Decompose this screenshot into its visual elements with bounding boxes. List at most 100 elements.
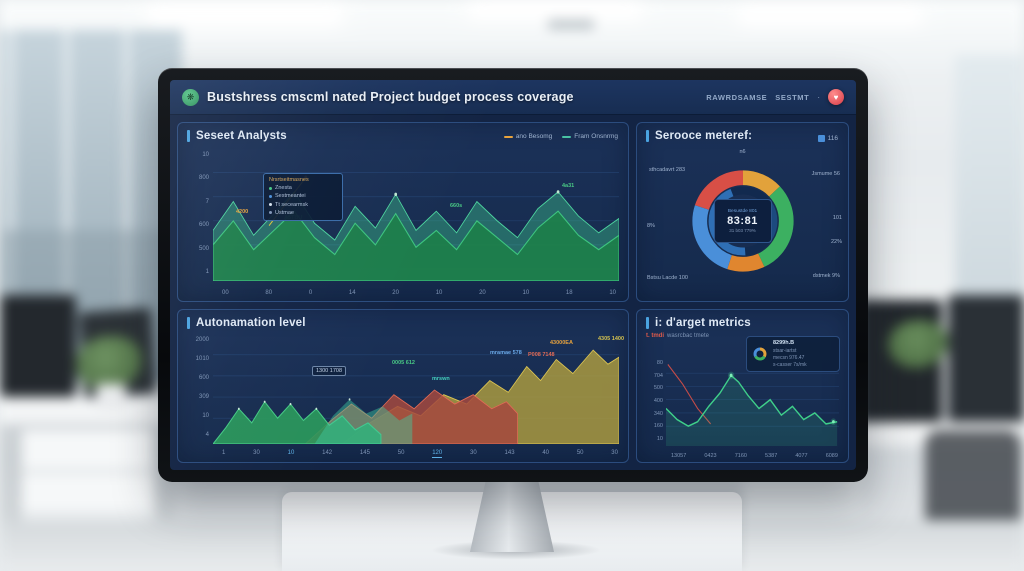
chart-annotation: mramae 578 — [490, 350, 522, 356]
mini-donut-icon — [753, 346, 767, 361]
ceiling-light — [150, 8, 340, 22]
chart-annotation: 4305 1400 — [598, 336, 624, 342]
title-accent-bar — [646, 130, 649, 142]
x-tick: 10 — [287, 450, 295, 456]
panel-title: Seseet Analysts — [196, 130, 287, 142]
legend-label: Fram Onsnrmg — [574, 133, 618, 140]
legend-item[interactable]: ano Besomg — [503, 133, 552, 140]
tooltip-dot — [269, 211, 272, 215]
window-mullion — [8, 30, 14, 382]
chart-annotation: 1300 1708 — [312, 366, 346, 376]
title-accent-bar — [187, 130, 190, 142]
x-tick: 10 — [522, 290, 530, 296]
y-tick: 10 — [656, 435, 663, 442]
y-tick: 1 — [205, 268, 209, 275]
tooltip-dot — [269, 203, 272, 207]
y-axis: 2000 1010 600 309 10 4 — [187, 336, 213, 444]
y-axis: 80 704 500 400 340 160 10 — [646, 360, 666, 446]
donut-chart: Besustde 801 83:81 31 b03 779% — [684, 162, 802, 280]
x-tick: 120 — [432, 450, 443, 458]
panel-target-metrics: i: d'arget metrics t. tmdi wasrcbac tmet… — [636, 309, 849, 463]
x-tick: 13057 — [671, 453, 687, 459]
x-tick: 30 — [470, 450, 477, 456]
chart-annotation: 0005 612 — [392, 360, 415, 366]
x-tick: 30 — [253, 450, 260, 456]
monitor: ❋ Bustshress cmscml nated Project budget… — [158, 68, 868, 482]
y-tick: 340 — [653, 410, 663, 417]
x-tick: 50 — [397, 450, 405, 456]
donut-callout: 101 — [832, 215, 842, 221]
chart-annotation: 4a31 — [562, 183, 575, 189]
ceiling-light — [470, 4, 640, 16]
chart-annotation: mrswn — [432, 376, 450, 382]
metrics-info-card[interactable]: 8299h.B stsar-iartst mecsn 976.47 s-cass… — [746, 336, 840, 372]
chart-tooltip: Nrsrtseitmasnes Znesta Sestmeantei Tt se… — [263, 173, 343, 221]
stacked-area-svg — [213, 349, 619, 444]
badge-square-icon — [817, 135, 825, 142]
subtitle-emphasis: t. tmdi — [646, 333, 664, 339]
info-card-line: 8299h.B — [773, 340, 795, 346]
tooltip-line: Ustmae — [275, 209, 294, 216]
x-tick: 10 — [609, 290, 616, 296]
donut-callout: Bstsu Lacde 100 — [647, 275, 688, 281]
x-tick: 30 — [611, 450, 618, 456]
line-chart: 80 704 500 400 340 160 10 — [646, 360, 839, 446]
tooltip-line: Tt secearmsk — [275, 201, 309, 208]
chart-legend: ano Besomg Fram Onsnrmg — [503, 133, 618, 140]
donut-chart-svg — [691, 170, 794, 272]
x-tick: 00 — [222, 290, 229, 296]
desk-left — [0, 398, 168, 424]
tooltip-line: Znesta — [275, 185, 292, 191]
x-tick: 4077 — [795, 453, 808, 459]
app-logo-icon: ❋ — [182, 88, 199, 106]
donut-callout: n6 — [739, 149, 746, 155]
legend-swatch-teal — [562, 135, 572, 138]
background-monitor — [0, 295, 76, 397]
plant — [76, 336, 142, 390]
y-tick: 309 — [198, 394, 209, 400]
y-tick: 400 — [653, 397, 663, 404]
y-tick: 10 — [202, 413, 209, 419]
donut-callout: 22% — [830, 239, 842, 245]
x-tick: 10 — [435, 290, 443, 296]
x-tick: 0423 — [704, 453, 717, 459]
y-tick: 1010 — [195, 356, 209, 362]
donut-center-card: Besustde 801 83:81 31 b03 779% — [713, 198, 772, 243]
nav-item-2[interactable]: SESTMT — [775, 92, 810, 102]
x-tick: 50 — [576, 450, 584, 456]
x-tick: 142 — [322, 450, 333, 456]
legend-item[interactable]: Fram Onsnrmg — [562, 133, 618, 140]
info-card-line: stsar-iartst — [773, 347, 797, 354]
y-tick: 10 — [202, 152, 209, 158]
y-tick: 600 — [198, 375, 209, 381]
x-tick: 143 — [504, 450, 515, 456]
window-mullion — [124, 30, 130, 382]
badge-value: 116 — [827, 135, 838, 142]
chart-annotation: 660s — [450, 203, 463, 209]
info-card-line: mecsn 976.47 — [773, 354, 805, 361]
panel-badge: 116 — [817, 135, 838, 142]
y-tick: 704 — [653, 372, 663, 379]
info-card-line: s-casser 7s/mk — [773, 361, 807, 368]
nav-item-1[interactable]: RAWRDSAMSE — [706, 92, 768, 102]
tooltip-title: Nrsrtseitmasnes — [269, 177, 309, 183]
donut-center-label: Besustde 801 — [727, 208, 758, 214]
chart-annotation: 4200 — [236, 209, 249, 215]
y-tick: 500 — [653, 385, 663, 392]
x-tick: 40 — [542, 450, 550, 456]
heart-notification-icon[interactable]: ♥ — [828, 89, 844, 105]
y-axis: 10 800 7 600 500 1 — [187, 151, 213, 281]
x-axis: 13057 0423 7160 5387 4077 6089 — [671, 453, 838, 459]
donut-callout: 8% — [647, 223, 655, 229]
panel-service-meter: Serooce meteref: 116 — [636, 122, 849, 302]
panel-title: i: d'arget metrics — [655, 317, 751, 329]
window-right — [955, 55, 1024, 325]
stacked-area-chart: 2000 1010 600 309 10 4 — [187, 336, 619, 444]
panel-grid: Seseet Analysts ano Besomg Fram Onsnrmg … — [170, 115, 856, 470]
x-tick: 5387 — [765, 453, 778, 459]
ceiling-vent — [548, 20, 594, 29]
x-axis: 1 30 10 142 145 50 120 30 143 40 50 30 — [222, 450, 618, 458]
dashboard-screen: ❋ Bustshress cmscml nated Project budget… — [170, 80, 856, 470]
page-title: Bustshress cmscml nated Project budget p… — [207, 90, 574, 104]
x-tick: 145 — [359, 450, 370, 456]
